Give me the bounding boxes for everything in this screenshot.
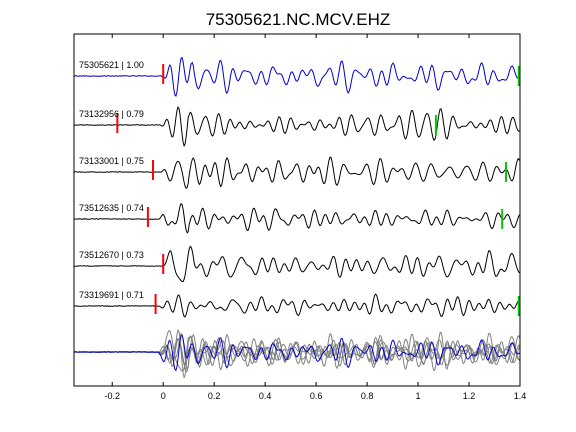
stack-overlay-trace (73, 334, 520, 372)
trace-waveform-75305621 (73, 56, 520, 97)
stack-overlay-trace (73, 328, 520, 379)
x-tick-label: 0 (161, 391, 166, 401)
trace-waveform-73132956 (73, 106, 520, 148)
x-tick-label: -0.2 (104, 391, 120, 401)
trace-label: 73319691 | 0.71 (79, 290, 144, 300)
traces-group (73, 56, 520, 318)
x-tick-label: 1 (416, 391, 421, 401)
trace-labels-group: 75305621 | 1.00 73132956 | 0.79 73133001 |… (79, 60, 144, 300)
trace-waveform-73512670 (73, 245, 520, 283)
x-tick-label: 1.2 (463, 391, 476, 401)
x-tick-label: 1.4 (514, 391, 527, 401)
x-tick-label: 0.6 (310, 391, 323, 401)
trace-label: 73132956 | 0.79 (79, 109, 144, 119)
trace-label: 75305621 | 1.00 (79, 60, 144, 70)
x-tick-label: 0.8 (361, 391, 374, 401)
trace-label: 73512670 | 0.73 (79, 250, 144, 260)
trace-label: 73512635 | 0.74 (79, 203, 144, 213)
x-tick-label: 0.2 (208, 391, 221, 401)
x-tick-label: 0.4 (259, 391, 272, 401)
trace-label: 73133001 | 0.75 (79, 156, 144, 166)
x-axis-ticks: -0.2 0 0.2 0.4 0.6 0.8 1 1.2 1.4 (104, 34, 526, 401)
stack-overlay-group (73, 328, 520, 379)
trace-waveform-73319691 (73, 293, 520, 318)
picks-group (116, 64, 520, 316)
axes-frame (73, 33, 521, 387)
chart-title: 75305621.NC.MCV.EHZ (206, 10, 391, 29)
trace-waveform-73133001 (73, 156, 520, 190)
